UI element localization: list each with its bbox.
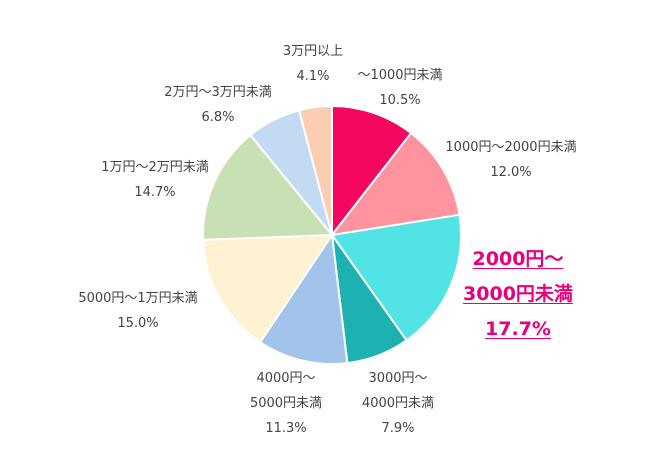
slice-label-text: 5000円未満 [249, 396, 323, 411]
pie-slice-1 [331, 105, 413, 236]
slice-label-5: 4000円〜 5000円未満 11.3% [250, 366, 322, 441]
slice-label-8: 2万円〜3万円未満 6.8% [164, 80, 272, 130]
slice-label-text: 3000円〜 [368, 371, 428, 386]
slice-label-text: 〜1000円未満 [357, 68, 443, 83]
slice-label-text: 2万円〜3万円未満 [164, 85, 272, 100]
slice-label-4: 3000円〜 4000円未満 7.9% [362, 366, 434, 441]
slice-label-9: 3万円以上 4.1% [283, 39, 343, 89]
slice-value-label: 11.3% [265, 421, 307, 436]
slice-label-6: 5000円〜1万円未満 15.0% [78, 286, 197, 336]
slice-value-label: 4.1% [296, 69, 330, 84]
slice-value-label: 12.0% [490, 165, 532, 180]
slice-label-text: 1万円〜2万円未満 [101, 160, 209, 175]
slice-label-text: 5000円〜1万円未満 [78, 291, 198, 306]
slice-label-text: 4000円未満 [361, 396, 435, 411]
pie-slice-9 [298, 105, 333, 236]
pie-slice-6 [202, 234, 333, 344]
slice-value-label: 7.9% [381, 421, 415, 436]
slice-label-7: 1万円〜2万円未満 14.7% [101, 155, 209, 205]
slice-label-3: 2000円〜 3000円未満 17.7% [463, 242, 573, 347]
pie-slice-3 [331, 213, 462, 342]
slice-value-label: 6.8% [201, 110, 235, 125]
slice-label-text: 3000円未満 [463, 283, 573, 305]
slice-value-label: 15.0% [117, 316, 159, 331]
slice-label-2: 1000円〜2000円未満 12.0% [445, 135, 576, 185]
pie-slice-2 [331, 132, 461, 236]
slice-value-label: 17.7% [485, 318, 551, 340]
slice-value-label: 14.7% [134, 185, 176, 200]
slice-label-text: 1000円〜2000円未満 [445, 140, 577, 155]
slice-label-text: 2000円〜 [472, 248, 564, 270]
pie-slice-5 [259, 234, 349, 365]
slice-label-text: 4000円〜 [256, 371, 316, 386]
pie-slice-7 [202, 134, 333, 241]
slice-label-text: 3万円以上 [282, 44, 344, 59]
slice-label-1: 〜1000円未満 10.5% [357, 63, 442, 113]
slice-value-label: 10.5% [379, 93, 421, 108]
